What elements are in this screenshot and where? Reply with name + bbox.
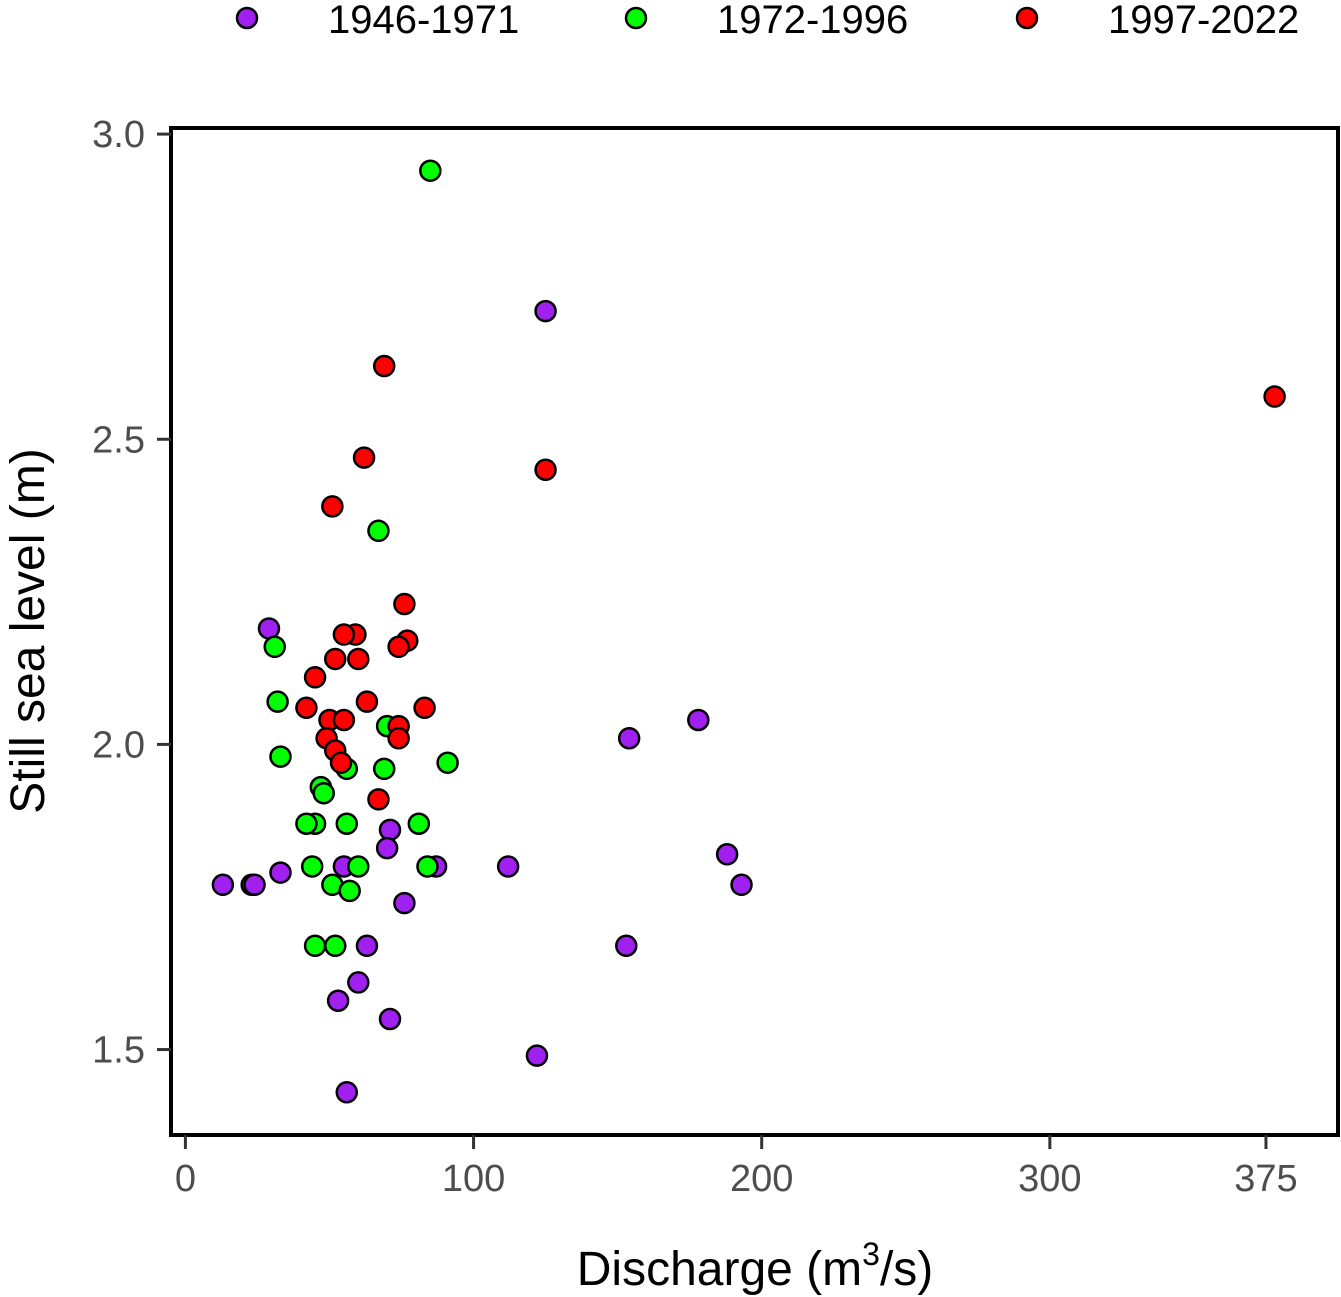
data-point	[730, 873, 753, 897]
data-point	[323, 647, 347, 671]
data-point	[393, 592, 416, 616]
data-point	[378, 1007, 402, 1031]
data-point	[295, 812, 318, 835]
data-point	[257, 617, 281, 640]
data-point	[1263, 385, 1286, 408]
data-point	[326, 989, 350, 1012]
y-tick-label: 1.5	[92, 1030, 145, 1072]
data-point	[407, 812, 431, 835]
legend-item: 1972-1996	[624, 0, 908, 42]
data-point	[436, 751, 459, 774]
data-point	[347, 647, 370, 671]
data-point	[387, 635, 410, 659]
data-point	[335, 1081, 359, 1104]
x-tick-label: 100	[442, 1158, 505, 1200]
data-point	[335, 812, 359, 835]
y-axis-title: Still sea level (m)	[2, 448, 55, 813]
legend-key	[624, 6, 648, 30]
data-point	[378, 818, 402, 842]
data-point	[372, 354, 396, 378]
data-point	[525, 1044, 549, 1067]
data-point	[329, 751, 353, 774]
legend-key	[1015, 6, 1039, 30]
data-point	[300, 855, 324, 878]
data-point	[367, 788, 390, 811]
y-tick-label: 3.0	[92, 114, 145, 156]
data-point	[615, 934, 638, 958]
legend-label: 1997-2022	[1108, 0, 1299, 42]
data-points	[211, 159, 1286, 1104]
data-point	[347, 855, 370, 878]
x-tick-label: 200	[730, 1158, 793, 1200]
legend-item: 1997-2022	[1015, 0, 1299, 42]
data-point	[687, 708, 710, 732]
data-point	[303, 934, 327, 958]
data-point	[303, 666, 327, 689]
data-point	[263, 635, 286, 659]
series-1972-1996	[263, 159, 459, 958]
data-point	[715, 843, 739, 866]
data-point	[312, 781, 335, 805]
x-axis: 0 100 200 300 375	[175, 1135, 1298, 1200]
series-1997-2022	[295, 354, 1286, 811]
data-point	[496, 855, 520, 878]
legend: 1946-1971 1972-1996 1997-2022	[235, 0, 1299, 42]
data-point	[375, 836, 399, 860]
data-point	[413, 696, 436, 720]
data-point	[266, 690, 289, 713]
legend-label: 1946-1971	[328, 0, 519, 42]
data-point	[347, 971, 370, 994]
legend-label: 1972-1996	[717, 0, 908, 42]
data-point	[416, 855, 439, 878]
data-point	[617, 727, 641, 750]
plot-panel	[169, 126, 1340, 1137]
data-point	[355, 934, 379, 958]
data-point	[332, 708, 356, 732]
x-tick-label: 375	[1234, 1158, 1297, 1200]
x-axis-title: Discharge (m3/s)	[577, 1236, 934, 1296]
data-point	[323, 934, 347, 958]
data-point	[332, 623, 356, 646]
data-point	[295, 696, 318, 720]
data-point	[352, 446, 376, 469]
y-tick-label: 2.0	[92, 724, 145, 766]
data-point	[534, 299, 557, 323]
x-tick-label: 0	[175, 1158, 196, 1200]
y-tick-label: 2.5	[92, 419, 145, 461]
data-point	[372, 757, 396, 781]
data-point	[393, 891, 416, 915]
data-point	[419, 159, 442, 182]
legend-item: 1946-1971	[235, 0, 519, 42]
series-1946-1971	[211, 299, 753, 1104]
legend-key	[235, 6, 259, 30]
data-point	[211, 873, 235, 897]
data-point	[387, 727, 410, 750]
data-point	[367, 519, 390, 543]
data-point	[321, 495, 344, 518]
data-point	[269, 861, 292, 884]
x-tick-label: 300	[1018, 1158, 1081, 1200]
data-point	[269, 745, 292, 768]
data-point	[338, 879, 361, 903]
data-point	[243, 873, 266, 897]
y-axis: 1.5 2.0 2.5 3.0	[92, 114, 171, 1072]
data-point	[534, 458, 557, 482]
data-point	[355, 690, 379, 713]
